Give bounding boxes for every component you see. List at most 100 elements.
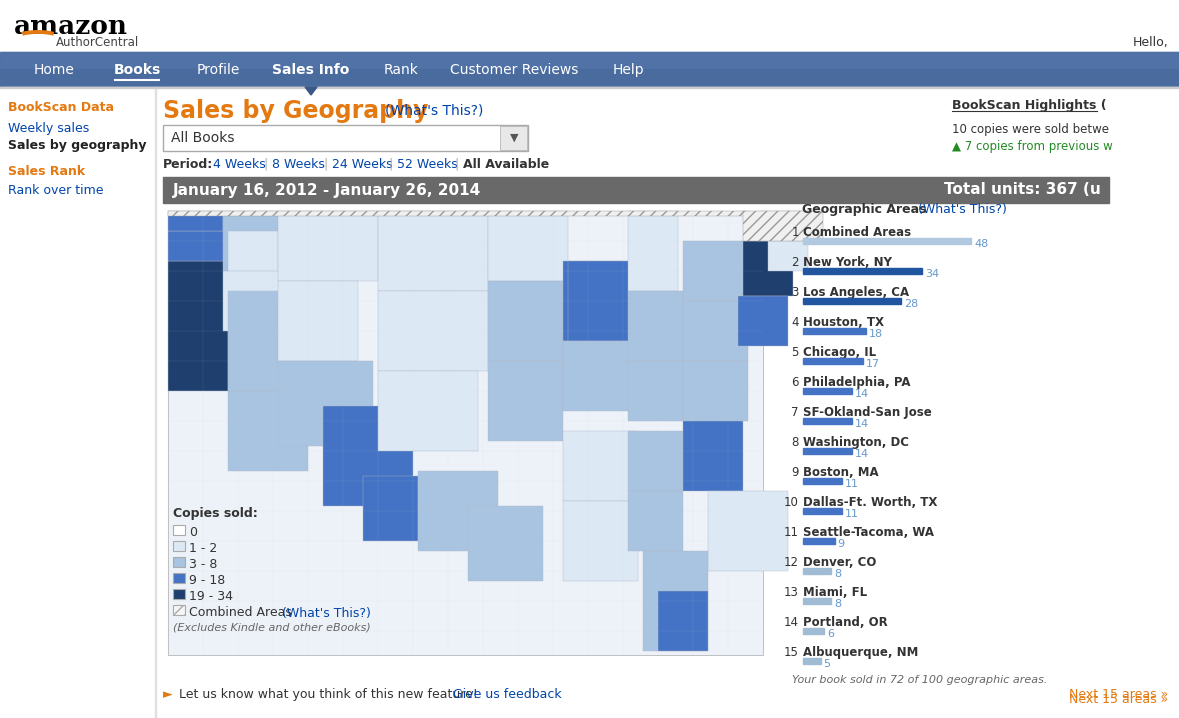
Text: Rank over time: Rank over time	[8, 184, 104, 197]
Text: Profile: Profile	[197, 63, 239, 77]
Bar	[803, 358, 863, 364]
Bar	[683, 361, 747, 421]
Text: Los Angeles, CA: Los Angeles, CA	[803, 286, 909, 299]
Bar	[173, 605, 185, 615]
Text: Weekly sales: Weekly sales	[8, 122, 90, 135]
Bar	[173, 557, 185, 567]
Bar	[803, 568, 831, 574]
Bar	[803, 478, 842, 484]
Bar	[803, 658, 821, 664]
Bar	[803, 628, 824, 634]
Text: Your book sold in 72 of 100 geographic areas.: Your book sold in 72 of 100 geographic a…	[792, 675, 1047, 685]
Text: Help: Help	[612, 63, 644, 77]
Bar	[628, 211, 678, 291]
Bar	[0, 52, 1179, 87]
Text: 5: 5	[823, 659, 830, 669]
Bar	[468, 506, 544, 581]
Text: 14: 14	[855, 389, 869, 399]
Bar	[419, 471, 498, 551]
Text: 24 Weeks: 24 Weeks	[331, 157, 393, 170]
Text: New York, NY: New York, NY	[803, 256, 893, 269]
Text: 8 Weeks: 8 Weeks	[272, 157, 325, 170]
Bar	[363, 476, 419, 541]
Text: 3: 3	[791, 286, 799, 299]
Bar	[628, 291, 683, 361]
Text: 34: 34	[926, 269, 940, 279]
Text: 14: 14	[855, 419, 869, 429]
Bar	[500, 126, 527, 150]
Text: Hello,: Hello,	[1132, 36, 1168, 49]
Text: 11: 11	[784, 526, 799, 539]
Text: Houston, TX: Houston, TX	[803, 316, 884, 329]
Bar	[564, 341, 638, 411]
Text: 9 - 18: 9 - 18	[189, 574, 225, 587]
Bar	[173, 541, 185, 551]
Bar	[0, 69, 1179, 87]
Bar	[488, 281, 564, 361]
Bar	[223, 271, 283, 331]
Bar	[568, 261, 638, 341]
Bar	[163, 125, 528, 151]
Text: 19 - 34: 19 - 34	[189, 590, 233, 604]
Text: (Excludes Kindle and other eBooks): (Excludes Kindle and other eBooks)	[173, 623, 370, 633]
Bar	[683, 241, 747, 301]
Bar	[803, 538, 835, 544]
Bar	[173, 525, 185, 535]
Text: Period:: Period:	[163, 157, 213, 170]
Text: 4 Weeks: 4 Weeks	[213, 157, 265, 170]
Text: 6: 6	[826, 629, 834, 639]
Text: Philadelphia, PA: Philadelphia, PA	[803, 376, 910, 389]
Text: Denver, CO: Denver, CO	[803, 556, 876, 569]
Bar	[564, 261, 628, 341]
Bar	[223, 211, 278, 271]
Text: 8: 8	[834, 599, 841, 609]
Bar	[803, 418, 852, 424]
Text: amazon: amazon	[14, 14, 129, 39]
Bar	[228, 391, 308, 471]
Text: Boston, MA: Boston, MA	[803, 466, 878, 479]
Text: 13: 13	[784, 586, 799, 599]
Text: BookScan Highlights (: BookScan Highlights (	[951, 99, 1107, 112]
Text: Seattle-Tacoma, WA: Seattle-Tacoma, WA	[803, 526, 934, 539]
Text: 0: 0	[189, 526, 197, 539]
Text: January 16, 2012 - January 26, 2014: January 16, 2012 - January 26, 2014	[173, 182, 481, 197]
Text: SF-Okland-San Jose: SF-Okland-San Jose	[803, 406, 931, 419]
Text: Washington, DC: Washington, DC	[803, 436, 909, 449]
Bar	[803, 268, 922, 274]
Bar	[323, 406, 413, 506]
Text: 7: 7	[791, 406, 799, 419]
Bar	[628, 491, 683, 551]
Text: (What's This?): (What's This?)	[914, 203, 1007, 216]
Bar	[488, 211, 568, 281]
Text: Copies sold:: Copies sold:	[173, 507, 258, 520]
Bar	[803, 598, 831, 604]
Text: 8: 8	[834, 569, 841, 579]
Bar	[743, 241, 793, 296]
Text: 11: 11	[844, 479, 858, 489]
Text: BookScan Data: BookScan Data	[8, 101, 114, 114]
Bar	[167, 211, 747, 216]
Text: (What's This?): (What's This?)	[282, 607, 371, 620]
Bar	[628, 431, 683, 491]
Text: All Available: All Available	[463, 157, 549, 170]
Bar	[0, 87, 1179, 718]
Bar	[564, 501, 638, 581]
Polygon shape	[305, 87, 317, 95]
Text: Geographic Areas: Geographic Areas	[802, 203, 927, 216]
Bar	[378, 371, 477, 451]
Text: |: |	[261, 157, 272, 170]
Text: 12: 12	[784, 556, 799, 569]
Text: 1 - 2: 1 - 2	[189, 543, 217, 556]
Text: 5: 5	[791, 346, 799, 359]
Text: Sales by Geography: Sales by Geography	[163, 99, 428, 123]
Bar	[278, 211, 378, 281]
Bar	[0, 52, 1179, 69]
Bar	[167, 261, 228, 391]
Text: Rank: Rank	[383, 63, 419, 77]
Bar	[488, 361, 564, 441]
Bar	[768, 241, 808, 271]
Text: 9: 9	[791, 466, 799, 479]
Text: AuthorCentral: AuthorCentral	[55, 36, 139, 49]
Text: 14: 14	[784, 616, 799, 629]
Bar	[643, 551, 709, 651]
